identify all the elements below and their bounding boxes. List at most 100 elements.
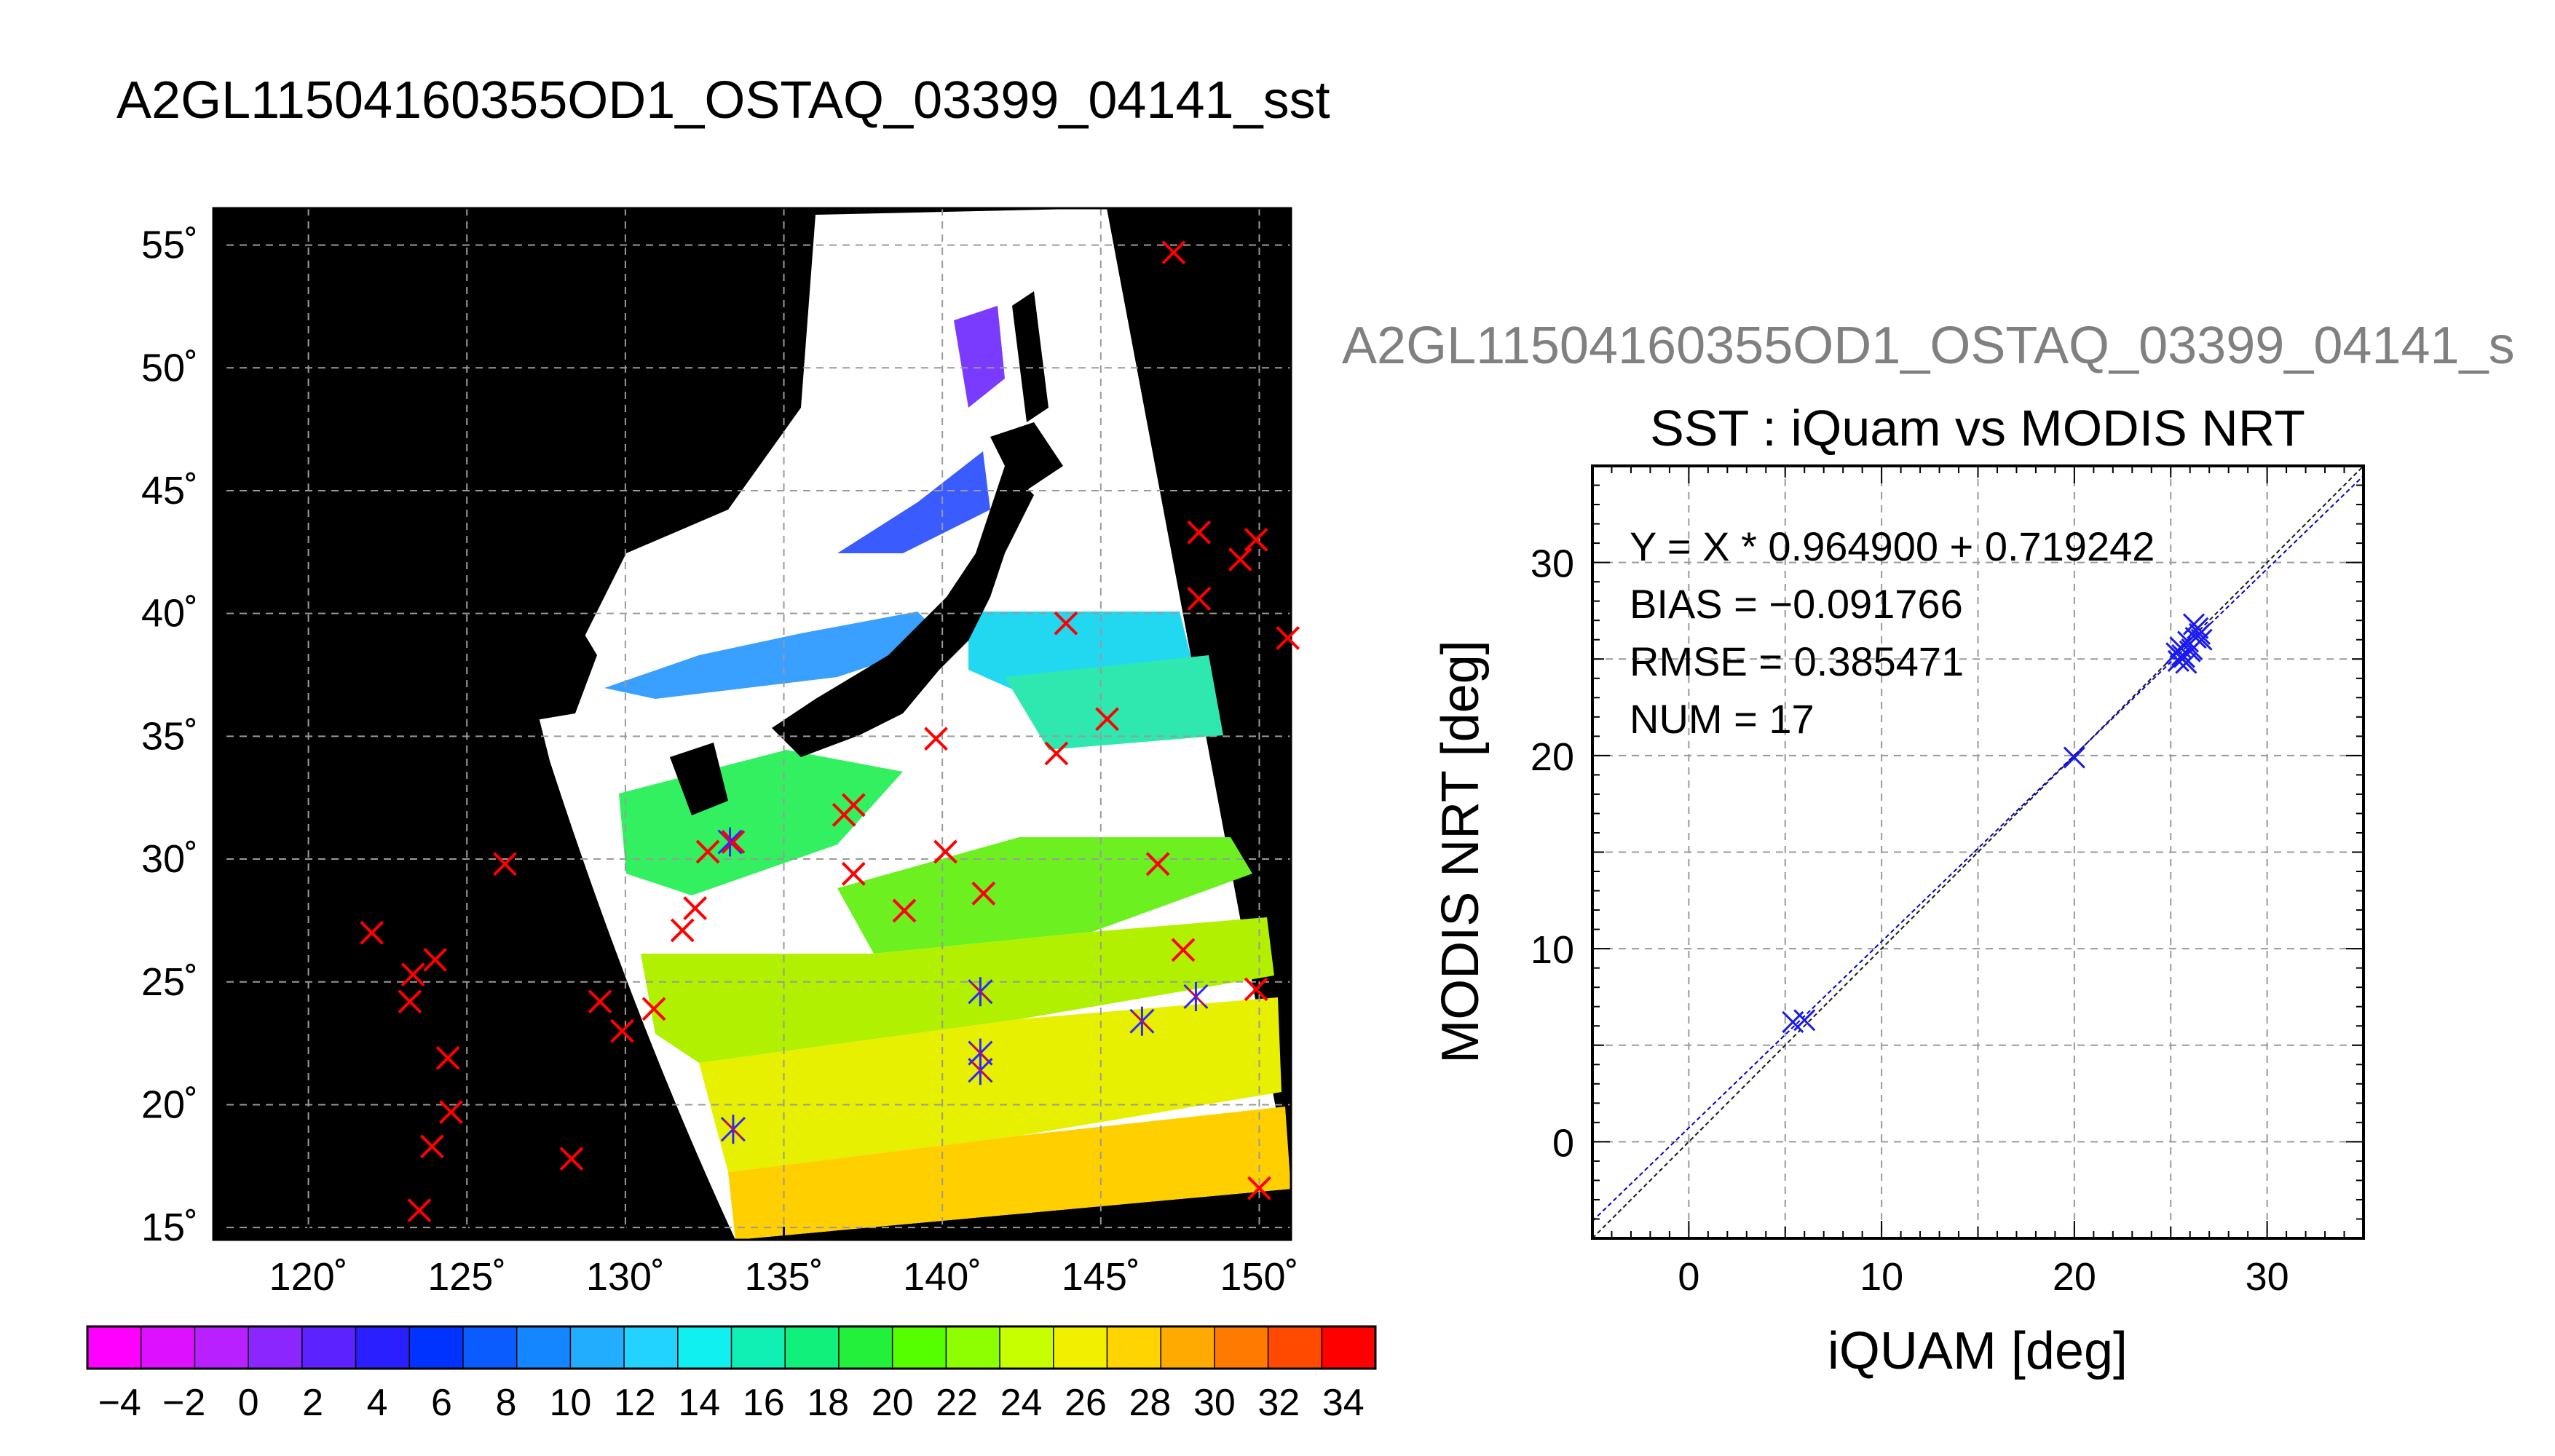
scatter-point xyxy=(2190,628,2213,651)
scatter-header: A2GL11504160355OD1_OSTAQ_03399_04141_s xyxy=(1342,317,2515,375)
red-match-marker xyxy=(971,881,996,906)
colorbar-tick-label: 12 xyxy=(614,1382,656,1424)
colorbar-cell xyxy=(462,1326,518,1369)
colorbar-tick-label: 4 xyxy=(367,1382,388,1424)
figure-title: A2GL11504160355OD1_OSTAQ_03399_04141_sst xyxy=(117,71,1330,130)
scatter-x-tick-label: 0 xyxy=(1678,1255,1699,1299)
red-match-marker xyxy=(670,918,695,943)
red-match-marker xyxy=(1161,240,1186,265)
colorbar-cell xyxy=(1322,1326,1376,1369)
colorbar-frame xyxy=(86,1325,1377,1370)
red-match-marker xyxy=(933,839,957,864)
colorbar: −4 −2 0 2 4 6 8 10 12 14 16 18 20 22 24 26 28 30 32 34 xyxy=(86,1325,1377,1424)
colorbar-cell xyxy=(1053,1326,1107,1369)
colorbar-cell xyxy=(1107,1326,1161,1369)
sst-band-teal xyxy=(1005,655,1223,750)
colorbar-tick-label: −2 xyxy=(162,1382,205,1424)
colorbar-cell xyxy=(1000,1326,1054,1369)
red-match-marker xyxy=(695,839,720,864)
red-match-marker xyxy=(588,989,612,1014)
stats-rmse: RMSE = 0.385471 xyxy=(1630,638,1964,684)
map-lon-label: 140˚ xyxy=(903,1255,982,1299)
map-lon-ticks: 120˚ 125˚ 130˚ 135˚ 140˚ 145˚ 150˚ xyxy=(269,1227,1299,1299)
scatter-x-tick-label: 20 xyxy=(2053,1255,2096,1299)
red-match-marker xyxy=(419,1134,444,1159)
blue-match-marker xyxy=(968,1038,993,1068)
stats-bias: BIAS = −0.091766 xyxy=(1630,581,1963,627)
scatter-point xyxy=(2182,613,2205,636)
land-sakhalin xyxy=(1012,291,1049,422)
colorbar-tick-label: 24 xyxy=(1000,1382,1043,1424)
red-match-marker xyxy=(841,861,866,886)
sst-band-purple xyxy=(954,306,1005,408)
map-lon-label: 130˚ xyxy=(586,1255,665,1299)
colorbar-tick-label: 20 xyxy=(872,1382,914,1424)
red-match-marker xyxy=(423,947,448,972)
map-lon-label: 120˚ xyxy=(269,1255,348,1299)
red-match-marker xyxy=(400,962,425,987)
blue-match-marker xyxy=(968,1056,993,1085)
red-match-marker xyxy=(1244,528,1268,552)
red-match-marker xyxy=(610,1018,634,1043)
red-match-marker xyxy=(1145,852,1170,877)
map-markers xyxy=(360,240,1300,1222)
colorbar-cell xyxy=(1161,1326,1215,1369)
land-kyushu xyxy=(670,743,728,815)
red-match-marker xyxy=(721,830,746,854)
red-match-marker xyxy=(407,1198,432,1222)
red-match-marker xyxy=(493,852,517,877)
red-match-marker xyxy=(1228,547,1252,571)
map-lat-label: 30˚ xyxy=(141,837,198,881)
colorbar-cell xyxy=(838,1326,893,1369)
map-lon-label: 150˚ xyxy=(1220,1255,1298,1299)
red-match-marker xyxy=(841,793,866,818)
x-axis-label: iQUAM [deg] xyxy=(1828,1322,2128,1380)
blue-match-marker xyxy=(720,1115,746,1144)
colorbar-tick-label: 22 xyxy=(936,1382,978,1424)
colorbar-tick-label: 28 xyxy=(1129,1382,1172,1424)
red-match-marker xyxy=(1244,977,1268,1002)
red-match-marker xyxy=(360,920,384,945)
colorbar-cell xyxy=(570,1326,625,1369)
map-lon-label: 145˚ xyxy=(1062,1255,1140,1299)
scatter-x-tick-label: 10 xyxy=(1860,1255,1903,1299)
map-lat-label: 40˚ xyxy=(141,592,198,636)
red-match-marker xyxy=(1044,741,1069,766)
colorbar-tick-label: 18 xyxy=(807,1382,849,1424)
scatter-plot: 0 0 10 10 20 20 30 30 Y = X * 0.964900 + 0.7192… xyxy=(1531,464,2365,1299)
red-match-marker xyxy=(435,1045,460,1070)
y-axis-label: MODIS NRT [deg] xyxy=(1431,640,1490,1064)
scatter-point xyxy=(2165,642,2188,665)
colorbar-tick-label: 34 xyxy=(1322,1382,1365,1424)
colorbar-cell xyxy=(624,1326,679,1369)
scatter-point xyxy=(2167,649,2189,672)
sst-band-yellow xyxy=(699,997,1282,1172)
scatter-y-tick-label: 20 xyxy=(1531,735,1574,779)
map-lat-label: 50˚ xyxy=(141,346,198,389)
map-lat-label: 25˚ xyxy=(141,960,198,1004)
red-match-marker xyxy=(1276,626,1300,650)
land-korea xyxy=(502,582,597,721)
scatter-point xyxy=(2188,622,2211,645)
red-match-marker xyxy=(1187,520,1212,545)
colorbar-cell xyxy=(516,1326,571,1369)
scatter-point xyxy=(2063,746,2085,769)
colorbar-cell xyxy=(892,1326,947,1369)
red-match-marker xyxy=(892,898,917,923)
red-match-marker xyxy=(1095,707,1119,732)
colorbar-tick-label: 10 xyxy=(549,1382,591,1424)
colorbar-cell xyxy=(785,1326,840,1369)
sst-band-lightblue xyxy=(604,612,947,699)
colorbar-cell xyxy=(1214,1326,1269,1369)
blue-match-marker xyxy=(1183,981,1209,1011)
map-lon-label: 125˚ xyxy=(427,1255,506,1299)
sst-band-lime xyxy=(641,917,1274,1063)
red-match-marker xyxy=(439,1100,463,1124)
sst-band-green2 xyxy=(837,837,1252,954)
map-lat-ticks: 15˚ 20˚ 25˚ 30˚ 35˚ 40˚ 45˚ 50˚ 55˚ xyxy=(141,223,226,1249)
stats-fit: Y = X * 0.964900 + 0.719242 xyxy=(1630,523,2155,569)
map-lat-label: 45˚ xyxy=(141,469,198,513)
red-match-marker xyxy=(1054,611,1078,636)
map-lat-label: 35˚ xyxy=(141,714,198,758)
red-match-marker xyxy=(683,896,708,920)
